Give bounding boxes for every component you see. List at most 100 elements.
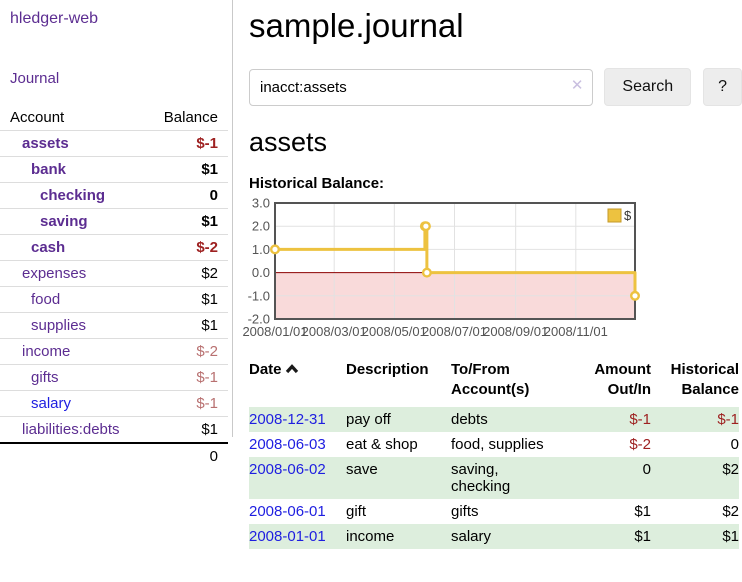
svg-text:2008/01/01: 2008/01/01 (242, 324, 307, 339)
transaction-row: 2008-06-02 save saving, checking 0 $2 (249, 457, 739, 499)
account-link[interactable]: saving (40, 213, 88, 230)
account-row: bank $1 (0, 156, 228, 183)
search-form: ✕ Search ? (249, 68, 742, 106)
accounts-body: assets $-1 bank $1 checking 0 saving $1 cash $-2 e… (0, 130, 228, 444)
transaction-row: 2008-12-31 pay off debts $-1 $-1 (249, 407, 739, 432)
transaction-date-cell: 2008-06-01 (249, 499, 346, 524)
svg-text:2008/07/01: 2008/07/01 (422, 324, 487, 339)
account-name-cell: salary (0, 390, 158, 417)
account-balance: $1 (158, 156, 228, 183)
transaction-row: 2008-06-01 gift gifts $1 $2 (249, 499, 739, 524)
account-row: food $1 (0, 286, 228, 313)
accounts-header-balance: Balance (158, 105, 228, 131)
account-row: supplies $1 (0, 312, 228, 339)
transaction-balance: $2 (722, 503, 739, 520)
account-name-cell: food (0, 286, 158, 313)
transaction-date-link[interactable]: 2008-01-01 (249, 528, 326, 545)
transaction-date-link[interactable]: 2008-06-03 (249, 436, 326, 453)
transaction-amount: $-2 (629, 436, 651, 453)
search-button[interactable]: Search (604, 68, 692, 106)
transaction-balance: $-1 (717, 411, 739, 428)
brand-link[interactable]: hledger-web (10, 10, 99, 27)
transaction-amount: $-1 (629, 411, 651, 428)
account-name-cell: cash (0, 234, 158, 261)
register-header-balance: Historical Balance (670, 361, 739, 398)
transaction-accounts: food, supplies (451, 436, 544, 453)
transaction-description: gift (346, 503, 367, 520)
account-name-cell: liabilities:debts (0, 416, 158, 444)
register-header-date[interactable]: Date (249, 360, 346, 407)
search-input[interactable] (249, 69, 594, 106)
accounts-total-row: 0 (0, 443, 228, 469)
svg-text:1.0: 1.0 (252, 242, 270, 257)
svg-text:3.0: 3.0 (252, 196, 270, 211)
account-link[interactable]: gifts (31, 369, 59, 386)
svg-text:2.0: 2.0 (252, 219, 270, 234)
account-link[interactable]: salary (31, 395, 72, 412)
transaction-date-cell: 2008-01-01 (249, 524, 346, 549)
account-link[interactable]: supplies (31, 317, 87, 334)
chart-title: Historical Balance: (249, 175, 385, 192)
account-balance: $-1 (158, 130, 228, 157)
transaction-amount: 0 (642, 461, 651, 478)
account-row: checking 0 (0, 182, 228, 209)
register-header-tofrom: To/From Account(s) (451, 361, 530, 398)
help-button[interactable]: ? (703, 68, 742, 106)
account-row: cash $-2 (0, 234, 228, 261)
account-balance: $-2 (158, 234, 228, 261)
transaction-date-cell: 2008-06-03 (249, 432, 346, 457)
svg-text:-1.0: -1.0 (248, 288, 270, 303)
account-row: liabilities:debts $1 (0, 416, 228, 444)
account-balance: $-1 (158, 364, 228, 391)
account-row: saving $1 (0, 208, 228, 235)
sidebar-nav: Journal (10, 70, 232, 87)
search-box: ✕ (249, 68, 594, 106)
svg-text:0.0: 0.0 (252, 265, 270, 280)
account-balance: $1 (158, 416, 228, 444)
account-row: income $-2 (0, 338, 228, 365)
account-link[interactable]: food (31, 291, 61, 308)
account-link[interactable]: expenses (22, 265, 87, 282)
account-link[interactable]: income (22, 343, 71, 360)
transaction-balance: 0 (730, 436, 739, 453)
transaction-date-link[interactable]: 2008-06-01 (249, 503, 326, 520)
transaction-row: 2008-06-03 eat & shop food, supplies $-2 0 (249, 432, 739, 457)
transaction-amount: $1 (634, 503, 651, 520)
transaction-description: pay off (346, 411, 391, 428)
account-balance: $-2 (158, 338, 228, 365)
clear-search-icon[interactable]: ✕ (570, 77, 584, 94)
account-link[interactable]: assets (22, 135, 69, 152)
account-link[interactable]: liabilities:debts (22, 421, 120, 438)
account-page-title: assets (249, 127, 328, 157)
historical-balance-chart[interactable]: $3.0 2.0 1.0 0.0 -1.0 -2.02008/01/012008/03/0… (241, 196, 641, 343)
account-row: assets $-1 (0, 130, 228, 157)
register-header-amount: Amount Out/In (594, 361, 651, 398)
svg-text:2008/05/01: 2008/05/01 (362, 324, 427, 339)
account-link[interactable]: checking (40, 187, 106, 204)
page-title: sample.journal (249, 7, 464, 44)
sort-ascending-icon (285, 364, 298, 374)
transaction-date-link[interactable]: 2008-12-31 (249, 411, 326, 428)
register-body: 2008-12-31 pay off debts $-1 $-1 2008-06-03 ea… (249, 407, 739, 549)
transaction-accounts: debts (451, 411, 488, 428)
brand: hledger-web (0, 0, 232, 28)
account-name-cell: income (0, 338, 158, 365)
sidebar-item-journal[interactable]: Journal (10, 70, 60, 87)
svg-text:$: $ (624, 208, 632, 223)
account-name-cell: bank (0, 156, 158, 183)
account-link[interactable]: bank (31, 161, 67, 178)
account-name-cell: expenses (0, 260, 158, 287)
account-balance: $1 (158, 208, 228, 235)
transaction-date-link[interactable]: 2008-06-02 (249, 461, 326, 478)
main-content: sample.journal ✕ Search ? assets Histori… (233, 0, 742, 549)
transaction-accounts: saving, checking (451, 461, 511, 495)
account-link[interactable]: cash (31, 239, 66, 256)
date-header-label: Date (249, 361, 282, 378)
account-balance: $2 (158, 260, 228, 287)
register-header-description: Description (346, 361, 429, 378)
svg-text:2008/09/01: 2008/09/01 (483, 324, 548, 339)
transaction-amount: $1 (634, 528, 651, 545)
account-name-cell: saving (0, 208, 158, 235)
account-name-cell: assets (0, 130, 158, 157)
account-balance: $1 (158, 286, 228, 313)
